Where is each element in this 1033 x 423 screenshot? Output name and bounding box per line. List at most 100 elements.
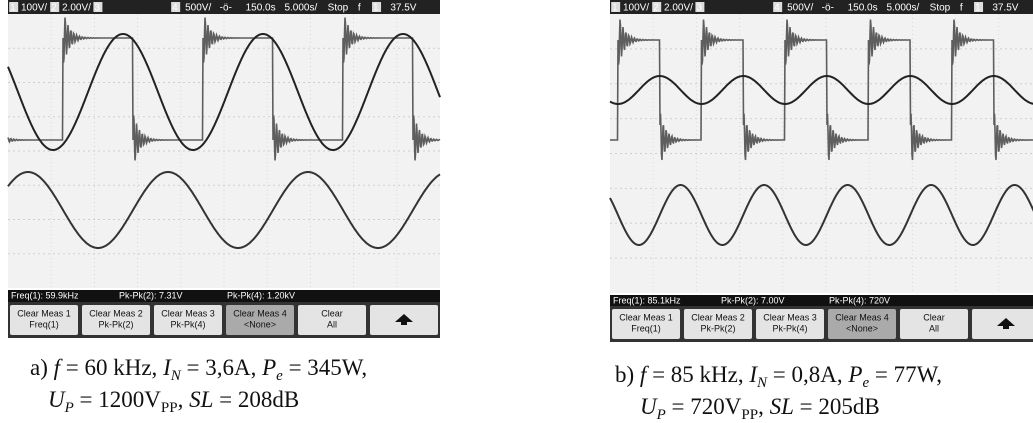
measurement-text: Pk-Pk(4): 720V [829,295,890,305]
caption-segment: e [276,368,283,384]
channel-box [372,2,382,12]
caption-segment: U [48,387,66,412]
caption-segment: N [756,375,768,391]
caption-segment: P [64,400,74,416]
caption-segment: = 345W, [283,355,367,380]
softkey-label: Clear Meas 1 [619,312,673,322]
status-text: 3 [696,3,702,14]
status-text: 1 [612,3,618,14]
channel-box [611,2,621,12]
caption-segment: = 0,8A, [767,362,848,387]
status-text: 150.0s [246,3,276,14]
waveform-ch4 [7,171,441,249]
softkey-label: Freq(1) [29,319,59,329]
oscilloscope-screenshot: 1 100V/2 2.00V/3 4 500V/ -ö- 150.0s 5.000s/Stop… [609,0,1033,342]
status-text: 500V/ [787,3,813,14]
status-text: 150.0s [848,3,878,14]
softkey-label: All [327,319,337,329]
softkey[interactable] [900,309,968,339]
channel-box [773,2,783,12]
softkey-label: Clear Meas 4 [835,312,889,322]
caption-segment: e [862,375,869,391]
softkey-label: Clear Meas 4 [233,308,287,318]
softkey[interactable] [82,305,150,335]
channel-box [50,2,60,12]
caption-segment: a) [30,355,54,380]
softkey-label: Pk-Pk(2) [700,323,735,333]
softkey-label: Clear Meas 1 [17,308,71,318]
arrow-icon [997,318,1015,329]
status-text: 100V/ [21,3,47,14]
status-text: 1 [975,3,981,14]
caption-segment: = 208dB [213,387,299,412]
status-text: 5.000s/ [284,3,317,14]
waveform-ch2 [609,75,1033,105]
caption-segment: = 60 kHz, [60,355,163,380]
caption-segment: = 77W, [869,362,942,387]
softkey-label: Clear [321,308,343,318]
status-text: 2 [653,3,659,14]
softkey-bar [8,302,440,338]
waveform-ch2 [7,33,441,151]
softkey[interactable] [10,305,78,335]
softkey[interactable] [154,305,222,335]
status-text: f [358,3,361,14]
caption-segment: , [758,394,770,419]
status-text: 3 [94,3,100,14]
status-text: f [960,3,963,14]
caption-line: UP = 1200VPP, SL = 208dB [48,387,299,416]
status-bar [8,0,440,14]
channel-box [652,2,662,12]
status-text: 2.00V/ [62,3,91,14]
caption-line: a) f = 60 kHz, IN = 3,6A, Pe = 345W, [30,355,367,384]
softkey[interactable] [612,309,680,339]
caption-segment: N [170,368,182,384]
caption-line: b) f = 85 kHz, IN = 0,8A, Pe = 77W, [615,362,942,391]
oscilloscope-screenshot: 1 100V/2 2.00V/3 4 500V/ -ö- 150.0s 5.000s/Stop… [7,0,441,338]
softkey-label: <None> [244,319,276,329]
softkey-label: Clear Meas 3 [763,312,817,322]
status-text: 4 [172,3,178,14]
caption-segment: PP [161,400,178,416]
arrow-icon [395,314,413,325]
status-text: 100V/ [623,3,649,14]
caption-segment: P [656,407,666,423]
status-bar [610,0,1033,14]
caption-segment: PP [741,407,758,423]
softkey [226,305,294,335]
softkey[interactable] [684,309,752,339]
channel-box [9,2,19,12]
softkey-label: <None> [846,323,878,333]
measurement-text: Pk-Pk(4): 1.20kV [227,290,295,300]
softkey-label: Clear Meas 3 [161,308,215,318]
measurement-bar [610,295,1033,307]
caption-segment: = 1200V [74,387,161,412]
waveform-ch4 [609,184,1033,246]
status-text: -ö- [220,3,232,14]
caption-segment: = 205dB [794,394,880,419]
status-text: 1 [373,3,379,14]
softkey[interactable] [298,305,366,335]
status-text: 2.00V/ [664,3,693,14]
softkey[interactable] [756,309,824,339]
caption-segment: P [261,355,276,380]
channel-box [171,2,181,12]
caption-segment: f [640,362,650,387]
status-text: 5.000s/ [886,3,919,14]
caption-segment: = 3,6A, [181,355,262,380]
caption-segment: , [178,387,190,412]
caption-segment: P [847,362,862,387]
caption-segment: SL [189,387,213,412]
softkey-label: Clear Meas 2 [89,308,143,318]
waveform-ch1 [609,19,1033,161]
measurement-text: Pk-Pk(2): 7.00V [721,295,785,305]
softkey [828,309,896,339]
caption-line: UP = 720VPP, SL = 205dB [640,394,880,423]
softkey-label: Clear [923,312,945,322]
caption-segment: SL [770,394,794,419]
measurement-text: Pk-Pk(2): 7.31V [119,290,183,300]
softkey-label: Freq(1) [631,323,661,333]
channel-box [93,2,103,12]
status-text: 2 [51,3,57,14]
measurement-text: Freq(1): 59.9kHz [11,290,79,300]
